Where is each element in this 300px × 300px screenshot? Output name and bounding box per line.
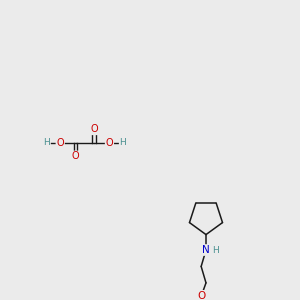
Text: O: O	[90, 124, 98, 134]
Text: H: H	[212, 245, 219, 254]
Text: O: O	[56, 138, 64, 148]
Text: H: H	[43, 138, 50, 147]
Text: O: O	[106, 138, 113, 148]
Text: O: O	[72, 152, 80, 161]
Text: O: O	[197, 291, 205, 300]
Text: N: N	[202, 245, 210, 255]
Text: H: H	[120, 138, 126, 147]
